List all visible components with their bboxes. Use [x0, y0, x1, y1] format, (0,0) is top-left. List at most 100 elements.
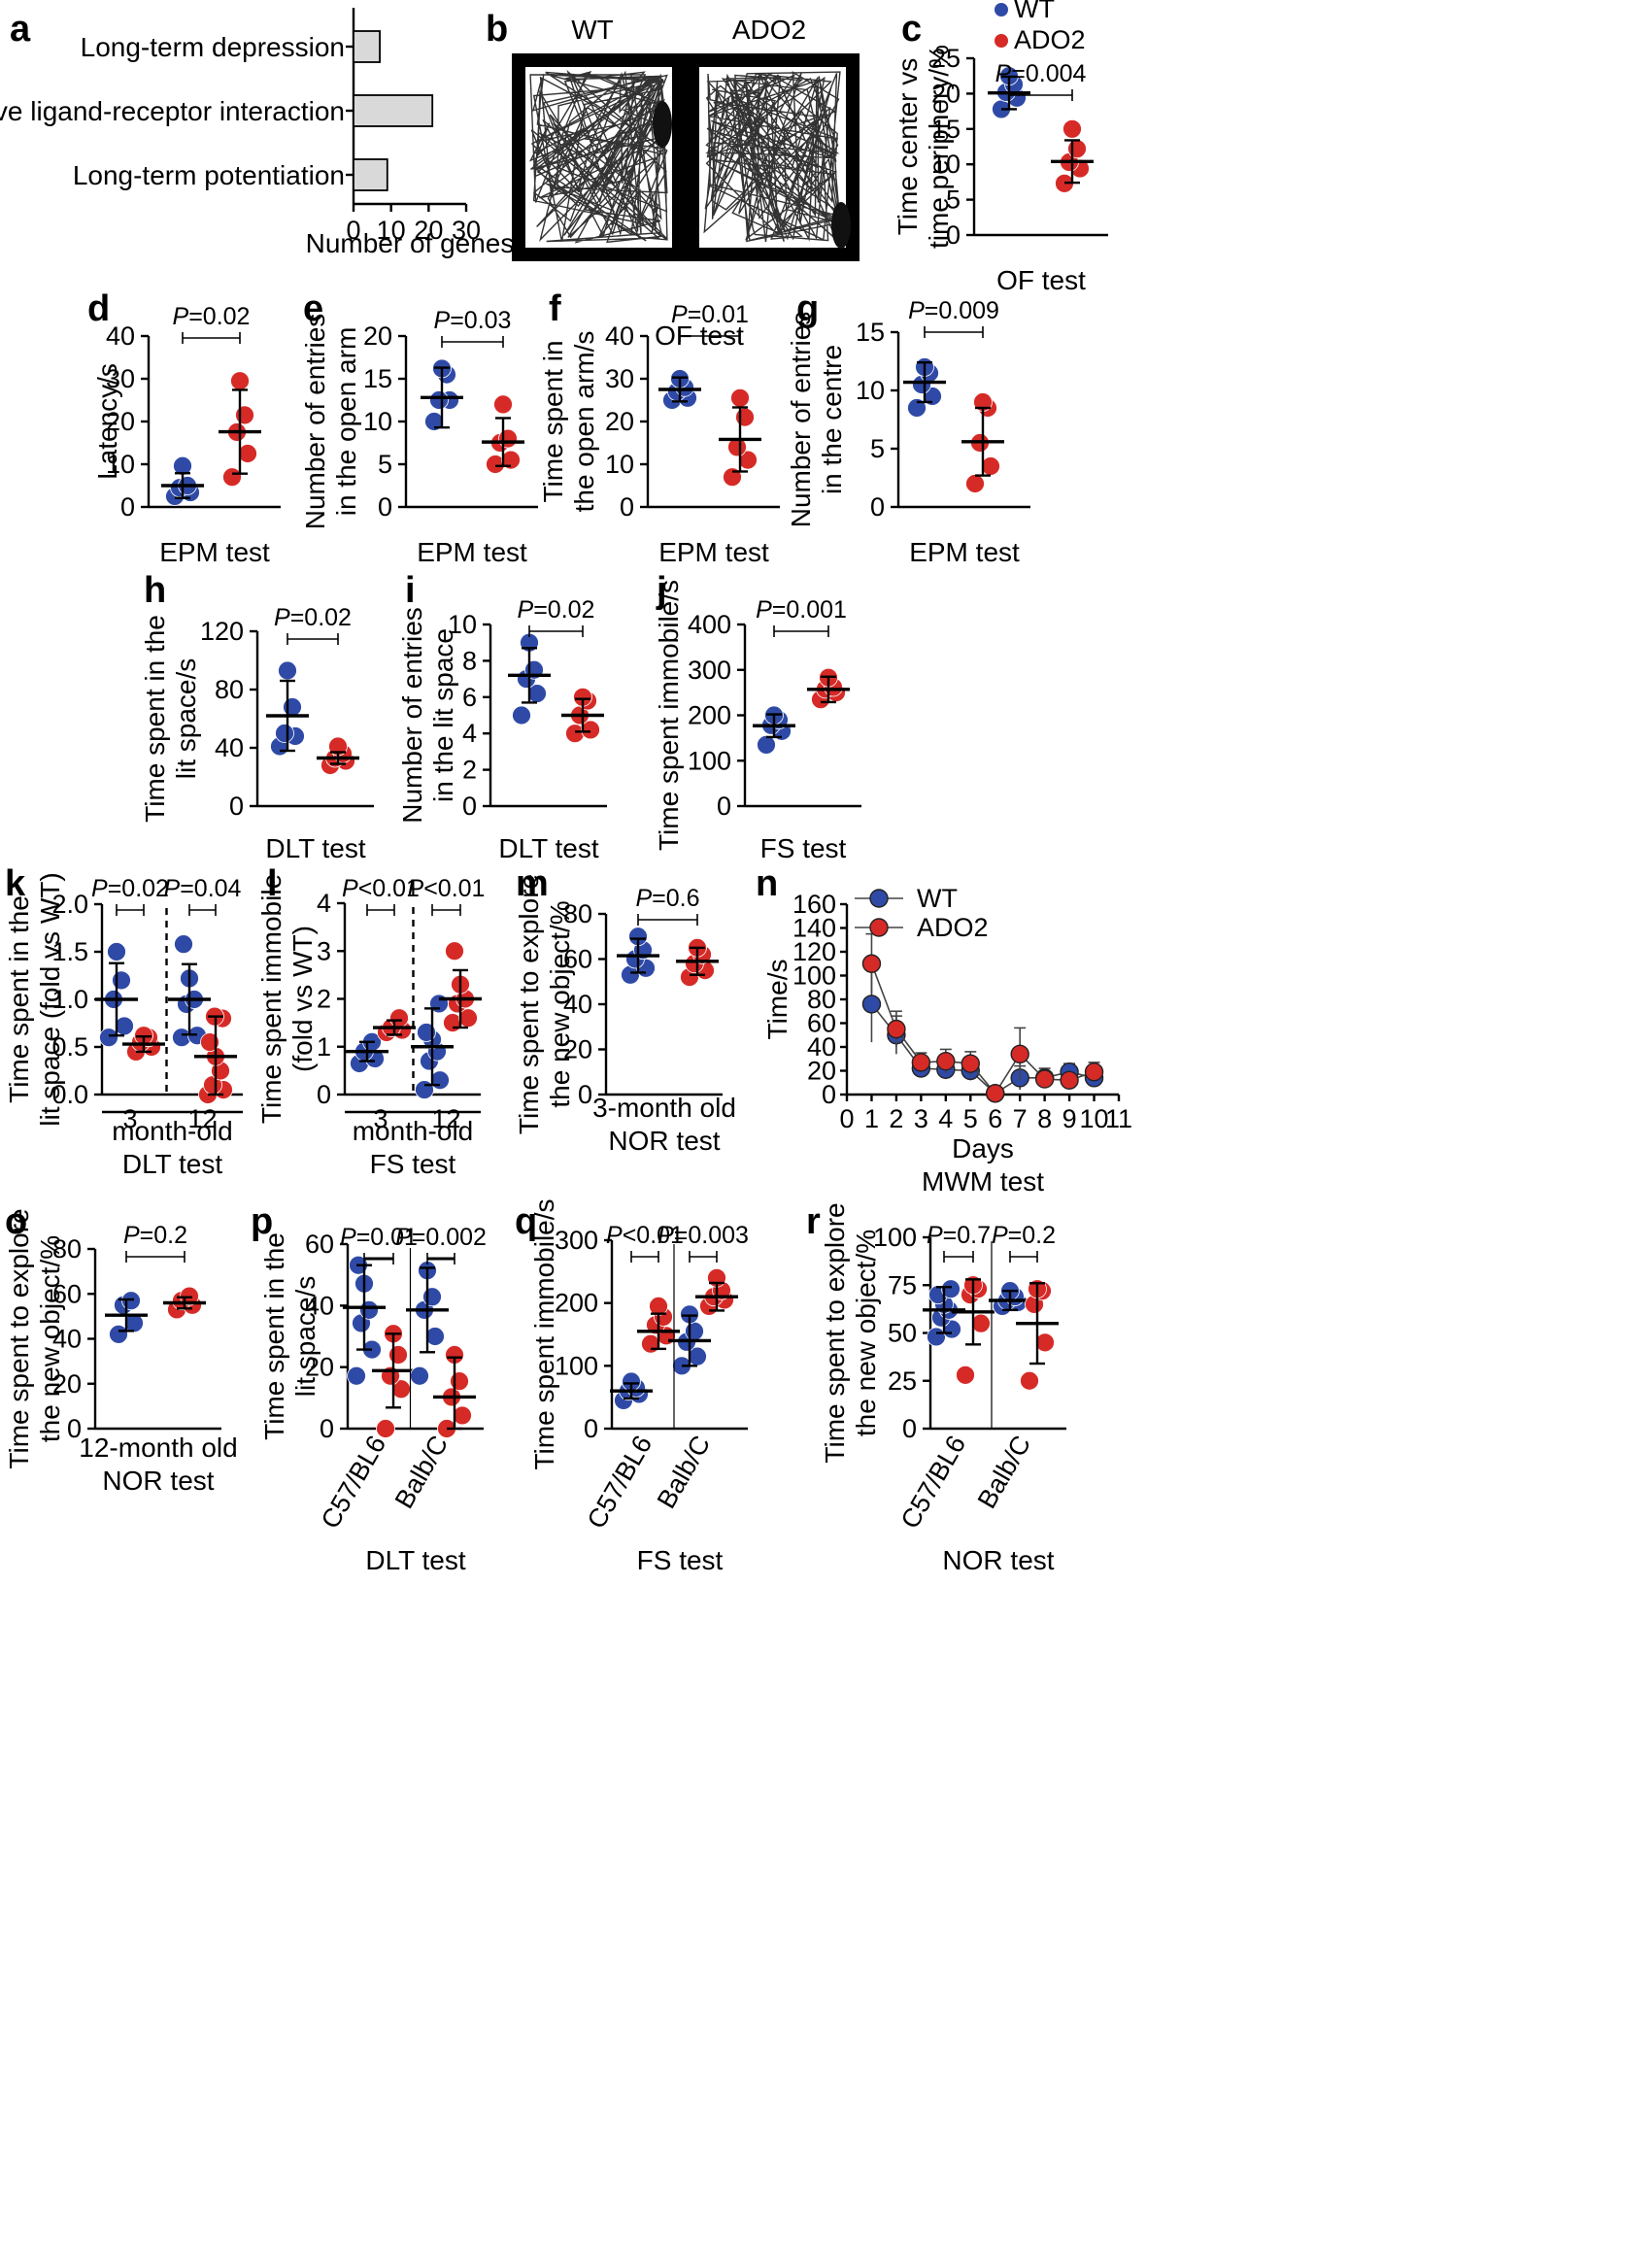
bar	[353, 94, 434, 127]
y-tick-label: 160	[792, 890, 836, 919]
legend-label: ADO2	[917, 913, 989, 942]
y-tick-label: 25	[931, 44, 961, 73]
ado2-data-point	[493, 394, 513, 415]
ado2-data-point	[235, 405, 254, 425]
y-tick-label: 10	[931, 150, 961, 179]
wt-data-point	[417, 1023, 436, 1042]
y-tick-label: 6	[462, 683, 477, 712]
y-axis-label-line: Time spent in the	[140, 615, 170, 823]
y-tick-label: 3	[317, 936, 331, 965]
y-tick-label: 0.5	[51, 1032, 88, 1062]
wt-data-point	[907, 398, 927, 418]
p-value: =0.2	[1008, 1222, 1056, 1249]
ado2-data-point	[453, 1405, 472, 1426]
p-value: =0.2	[140, 1222, 187, 1249]
legend-label: WT	[917, 884, 958, 913]
x-axis-label-line: 3-month old	[592, 1093, 736, 1123]
y-axis-label-f: Time spent in the open arm/s	[538, 331, 599, 513]
y-tick-label: 0	[317, 1080, 331, 1109]
y-tick-label: 80	[52, 1234, 82, 1264]
panel-d: d 0 10 20 30 40 Latency/s EPM test P=0.02	[87, 288, 281, 567]
ado2-data-point	[238, 444, 257, 463]
y-tick-label: 40	[52, 1325, 82, 1354]
x-tick-label: 8	[1037, 1104, 1052, 1133]
y-axis-label-e: Number of entries in the open arm	[300, 314, 361, 530]
p-value: =0.02	[188, 303, 250, 330]
y-axis-label-r: Time spent to explore the new object/%	[820, 1202, 881, 1463]
p-italic: P	[434, 307, 451, 334]
wt-data-point	[109, 1324, 128, 1344]
y-axis-label-line: Time/s	[762, 960, 792, 1040]
y-tick-label: 300	[688, 656, 731, 685]
x-axis-label: DLT test	[498, 833, 598, 863]
ado2-data-point	[986, 1084, 1005, 1103]
x-axis-label: Number of genes	[306, 228, 515, 258]
y-tick-label: 2	[317, 985, 331, 1014]
series-line-ado2	[870, 963, 1095, 1096]
y-tick-label: 200	[555, 1289, 598, 1318]
y-tick-label: 140	[792, 914, 836, 943]
p-italic: P	[635, 885, 652, 912]
y-axis-label-p: Time spent in the lit space/s	[259, 1232, 320, 1440]
y-axis-label-c: Time center vs time periphery/%	[893, 45, 954, 249]
ado2-data-point	[389, 1008, 409, 1028]
y-tick-label: 100	[873, 1223, 917, 1252]
ado2-data-point	[498, 428, 518, 449]
y-axis-label-d: Latency/s	[92, 363, 122, 480]
y-tick-label: 0	[902, 1414, 917, 1443]
p-value-label: P=0.02	[518, 596, 595, 624]
y-tick-label: 40	[605, 321, 634, 351]
y-axis-label-line: lit space/s	[171, 658, 201, 780]
p-value: =0.7	[943, 1222, 991, 1249]
p-italic: P	[927, 1222, 943, 1249]
ado2-data-point	[956, 1365, 975, 1385]
y-axis-label-line: Time spent immobile/s	[654, 580, 684, 851]
panel-label-c: c	[901, 9, 922, 50]
y-tick-label: 60	[305, 1230, 334, 1259]
y-tick-label: 20	[106, 407, 135, 436]
x-axis-label-line: month-old	[353, 1116, 474, 1146]
wt-data-point	[112, 970, 131, 991]
p-italic: P	[995, 60, 1012, 87]
ado2-data-point	[222, 467, 242, 488]
y-tick-label: 0	[946, 220, 961, 250]
y-tick-label: 1.5	[51, 937, 88, 966]
y-axis-label-line: lit space/s	[290, 1276, 320, 1398]
p-italic: P	[395, 1224, 412, 1251]
ado2-data-point	[1084, 1062, 1104, 1082]
panel-label-k: k	[5, 863, 26, 904]
p-value-label: P=0.02	[91, 875, 169, 902]
x-axis-label-line: MWM test	[922, 1166, 1044, 1197]
y-axis-label-line: in the centre	[817, 345, 847, 494]
p-value-label: P=0.009	[908, 297, 999, 324]
x-axis-label: NOR test	[942, 1545, 1054, 1575]
ado2-data-point	[1035, 1332, 1055, 1353]
x-tick-label: 10	[377, 216, 406, 245]
p-italic: P	[123, 1222, 140, 1249]
y-tick-label: 20	[807, 1057, 836, 1086]
x-axis-label: DLT test	[365, 1545, 465, 1575]
ado2-data-point	[887, 1019, 906, 1039]
panel-label-d: d	[87, 288, 110, 329]
y-axis-label-line: Time spent to explore	[514, 874, 544, 1134]
panel-label-h: h	[144, 570, 166, 611]
p-value: =0.01	[356, 1224, 418, 1251]
p-value-label: P<0.01	[342, 875, 420, 902]
y-tick-label: 1	[317, 1032, 331, 1062]
p-value-label: P<0.01	[408, 875, 486, 902]
wt-data-point	[99, 1028, 118, 1048]
panel-label-p: p	[251, 1201, 273, 1242]
movement-trace	[528, 69, 669, 244]
y-tick-label: 0	[822, 1080, 836, 1109]
ado2-data-point	[971, 1313, 991, 1333]
x-group-label-text: C57/BL6	[582, 1431, 658, 1534]
y-axis-label-line: (fold vs WT)	[287, 926, 318, 1072]
panel-a: a Long-term depression Neuroactive ligand-…	[0, 8, 514, 258]
p-value: =0.001	[772, 596, 847, 624]
bar	[353, 158, 388, 191]
panel-g: g 0 5 10 15 Number of entries in the centre EPM…	[786, 288, 1030, 567]
